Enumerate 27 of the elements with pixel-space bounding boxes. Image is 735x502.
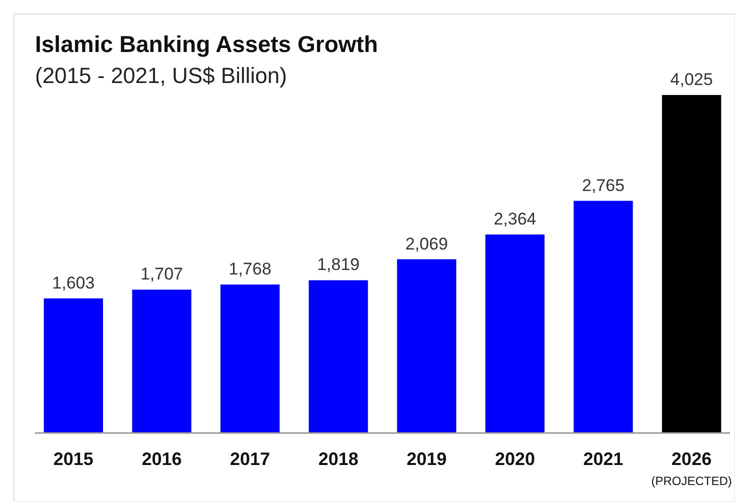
data-label: 1,707 [140,264,183,284]
bar [397,259,456,433]
x-tick-label: 2019 [406,449,447,469]
bar [308,280,368,433]
data-label: 1,819 [317,255,360,274]
x-tick-label: 2016 [142,449,182,469]
bar [574,200,633,433]
x-tick-label: 2018 [318,449,358,469]
text: (PROJECTED) [651,474,732,488]
x-tick-label: 2017 [230,449,270,469]
data-label: 4,025 [670,70,713,89]
data-label: 2,765 [582,176,625,195]
bar [44,298,103,433]
x-tick-label: 2026 [672,449,712,469]
bar [132,290,192,433]
bar [220,284,280,433]
chart-title: Islamic Banking Assets Growth [35,31,378,57]
data-label: 1,603 [52,273,95,292]
data-label: 1,768 [228,260,272,279]
data-label: 2,069 [405,234,448,254]
chart-subtitle: (2015 - 2021, US$ Billion) [35,63,287,88]
x-tick-label: 2020 [494,449,535,469]
bar [485,234,545,433]
x-tick-label: 2021 [583,449,624,469]
x-tick-label: 2015 [53,449,94,469]
bar [662,95,722,433]
data-label: 2,364 [494,209,536,228]
